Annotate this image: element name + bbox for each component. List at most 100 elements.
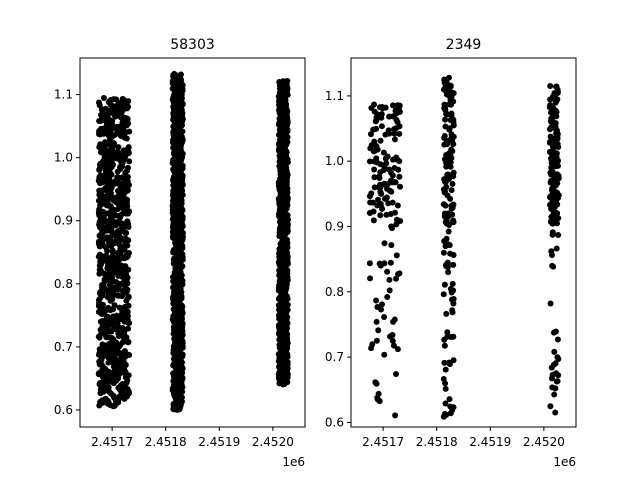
data-point [177,134,183,141]
data-point [278,317,285,324]
data-point [446,89,453,96]
data-point [106,168,113,175]
data-point [446,150,453,157]
data-point [367,131,374,138]
data-point [277,186,284,193]
data-point [450,173,457,180]
data-point [277,193,284,199]
data-point [549,262,556,269]
data-point [278,209,285,216]
data-point [175,351,182,358]
data-point [553,113,560,120]
data-point [109,125,116,132]
data-point [554,378,561,385]
data-point [446,396,453,403]
data-point [281,143,288,150]
data-point [174,102,181,109]
data-point [125,220,132,227]
data-point [175,300,182,307]
data-point [284,216,291,223]
data-point [391,130,398,137]
data-point [95,333,102,340]
data-point [171,150,178,157]
data-point [96,166,103,173]
data-point [450,404,457,411]
data-point [98,197,105,204]
data-point [547,300,554,307]
data-point [446,100,453,107]
data-point [176,140,183,147]
data-point [371,108,378,115]
data-point [393,221,400,228]
data-point [120,327,127,334]
data-point [441,132,448,139]
data-point [384,294,391,301]
data-point [554,180,561,187]
data-point [547,96,554,103]
data-point [96,127,103,134]
data-point [450,251,457,258]
x-offset-label: 1e6 [553,455,576,469]
data-point [102,173,109,180]
data-point [447,163,454,170]
data-point [277,333,284,340]
data-point [378,123,385,130]
data-point [178,279,185,286]
data-point [106,202,113,209]
data-point [116,202,123,209]
data-point [442,385,449,392]
data-point [276,107,283,114]
data-point [551,135,558,142]
data-point [108,222,115,229]
data-point [114,292,121,299]
data-point [114,168,121,175]
data-point [281,89,288,96]
data-point [110,195,117,202]
data-point [373,117,380,124]
data-point [110,110,117,117]
data-point [445,171,452,178]
data-point [100,94,107,101]
data-point [170,130,177,137]
data-point [115,144,122,151]
data-point [177,129,184,136]
data-point [448,155,455,162]
data-point [172,383,179,390]
data-point [98,117,105,124]
data-point [107,285,114,292]
data-point [281,123,288,130]
data-point [170,256,177,263]
data-point [554,89,561,96]
data-point [172,123,179,130]
data-point [112,232,119,239]
data-point [450,219,457,226]
data-point [281,313,288,320]
data-point [377,169,384,176]
data-point [445,269,452,276]
data-point [170,92,177,99]
data-point [284,255,291,262]
data-point [369,199,376,206]
data-point [277,150,284,157]
data-point [373,337,380,344]
data-point [126,352,133,359]
data-point [96,176,103,183]
data-point [394,202,401,209]
data-point [284,345,291,352]
data-point [554,175,561,182]
data-point [450,90,457,97]
data-point [104,313,111,320]
data-point [549,384,556,391]
data-point [449,181,456,188]
data-point [172,378,179,385]
data-point [446,359,453,366]
data-point [174,204,181,211]
data-point [172,406,179,413]
data-point [390,102,397,109]
data-point [279,268,286,275]
data-point [552,328,559,335]
data-point [371,166,378,173]
data-point [441,336,448,343]
data-point [448,112,455,119]
data-point [377,262,384,269]
